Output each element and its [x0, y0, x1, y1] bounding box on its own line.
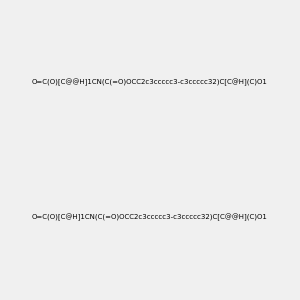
- Text: O=C(O)[C@H]1CN(C(=O)OCC2c3ccccc3-c3ccccc32)C[C@@H](C)O1: O=C(O)[C@H]1CN(C(=O)OCC2c3ccccc3-c3ccccc…: [32, 214, 268, 221]
- Text: O=C(O)[C@@H]1CN(C(=O)OCC2c3ccccc3-c3ccccc32)C[C@H](C)O1: O=C(O)[C@@H]1CN(C(=O)OCC2c3ccccc3-c3cccc…: [32, 79, 268, 86]
